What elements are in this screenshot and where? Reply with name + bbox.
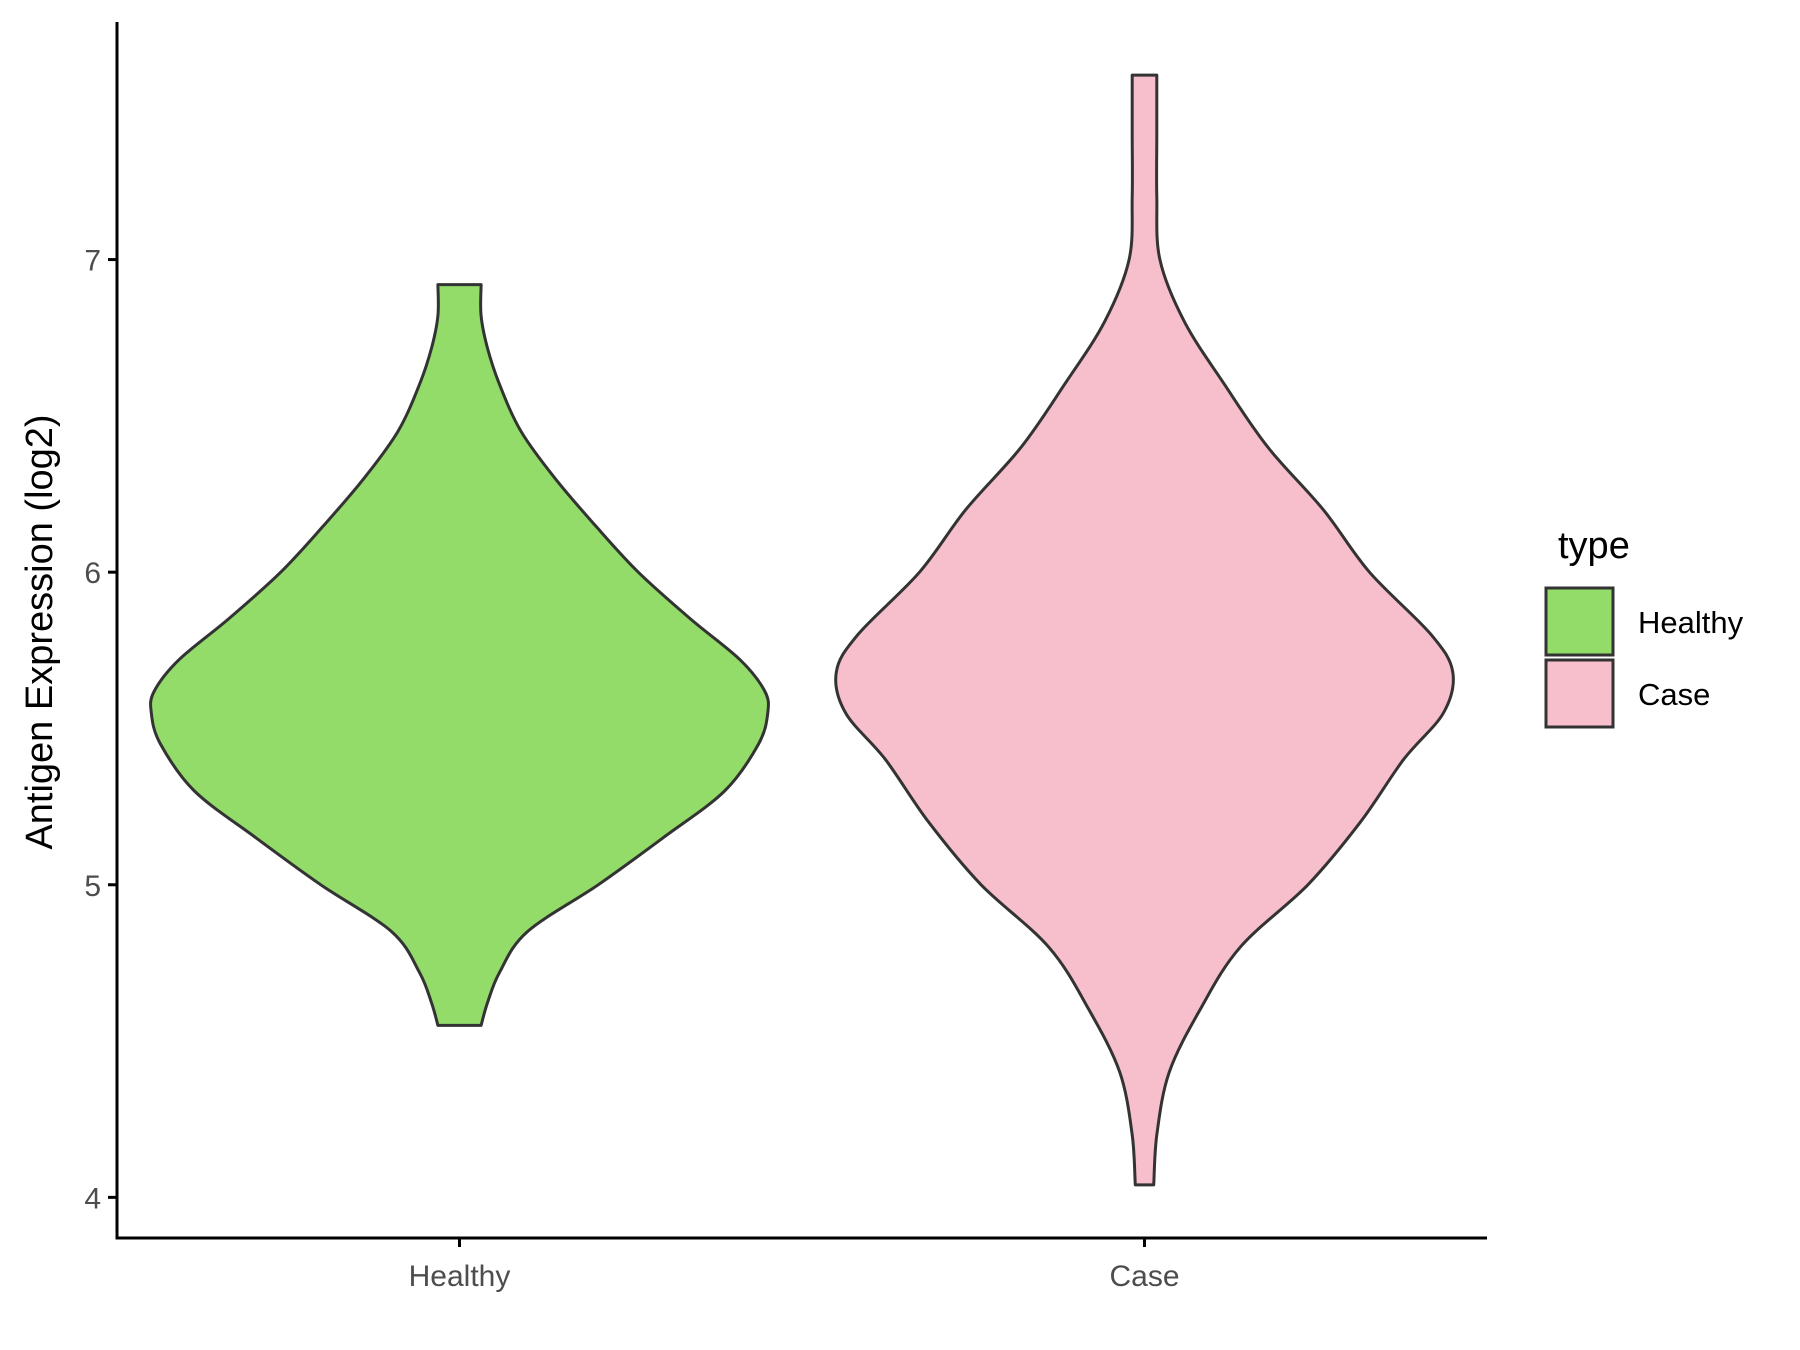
y-tick-label: 5 xyxy=(84,870,101,903)
x-ticks: Healthy Case xyxy=(409,1238,1180,1293)
legend-label-healthy: Healthy xyxy=(1638,605,1744,640)
y-tick-label: 4 xyxy=(84,1182,101,1215)
y-ticks: 4 5 6 7 xyxy=(84,245,117,1215)
legend-title: type xyxy=(1558,525,1630,567)
x-tick-label: Case xyxy=(1109,1260,1179,1293)
legend-key-case xyxy=(1544,658,1615,729)
legend: type Healthy Case xyxy=(1544,525,1744,729)
violins-layer xyxy=(149,73,1455,1187)
legend-label-case: Case xyxy=(1638,677,1710,712)
axes-layer: 4 5 6 7 Healthy Case xyxy=(84,22,1487,1293)
legend-key-healthy xyxy=(1544,586,1615,657)
violin-case xyxy=(834,73,1455,1187)
x-tick-label: Healthy xyxy=(409,1260,511,1293)
y-axis-title: Antigen Expression (log2) xyxy=(19,414,61,849)
violin-healthy xyxy=(149,283,770,1027)
y-tick-label: 6 xyxy=(84,557,101,590)
y-tick-label: 7 xyxy=(84,245,101,278)
